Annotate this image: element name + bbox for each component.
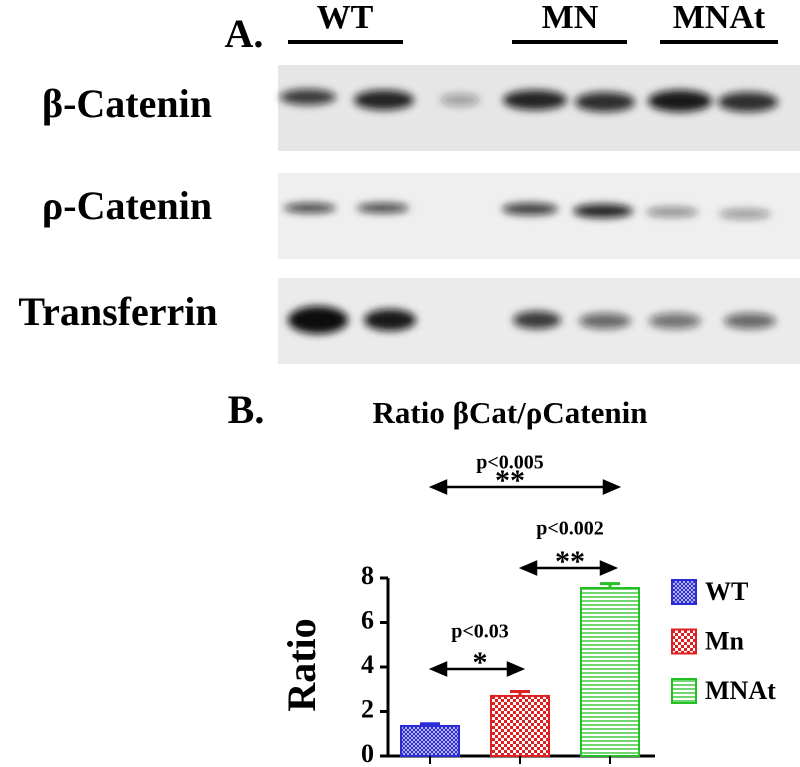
legend-label: Mn <box>705 626 745 655</box>
lane-label: WT <box>317 0 374 36</box>
blot-image <box>278 65 800 364</box>
annotation-arrow <box>518 560 619 576</box>
y-tick-label: 4 <box>361 650 374 679</box>
annotation-label: p<0.03 <box>451 621 509 643</box>
annotation-stars: ** <box>555 545 585 578</box>
annotation-arrow <box>428 479 622 495</box>
y-tick-label: 0 <box>361 739 374 767</box>
panel-label: B. <box>228 387 265 432</box>
error-bar <box>510 689 530 696</box>
error-bar <box>600 582 620 589</box>
annotation-stars: ** <box>495 464 525 497</box>
annotation-label: p<0.002 <box>536 518 604 540</box>
y-tick-label: 2 <box>361 694 374 723</box>
lane-label: MN <box>542 0 599 36</box>
annotation-label: p<0.005 <box>476 452 544 474</box>
row-label: Transferrin <box>18 289 217 334</box>
annotation-stars: * <box>473 646 488 679</box>
y-axis-label: Ratio <box>279 618 324 711</box>
annotation-arrow <box>428 661 526 677</box>
legend-swatch <box>671 579 697 605</box>
chart-title: Ratio βCat/ρCatenin <box>373 395 648 430</box>
bar <box>400 724 460 758</box>
row-label: ρ-Catenin <box>42 183 212 228</box>
row-label: β-Catenin <box>42 81 212 126</box>
legend-swatch <box>671 628 697 655</box>
panel-label: A. <box>225 11 264 56</box>
legend-swatch <box>671 678 697 704</box>
error-bar <box>420 722 440 726</box>
bar <box>490 694 550 757</box>
bar <box>580 587 640 758</box>
y-tick-label: 6 <box>361 605 374 634</box>
y-tick-label: 8 <box>361 561 374 590</box>
lane-label: MNAt <box>673 0 766 36</box>
legend-label: WT <box>705 577 748 606</box>
legend-label: MNAt <box>705 676 776 705</box>
